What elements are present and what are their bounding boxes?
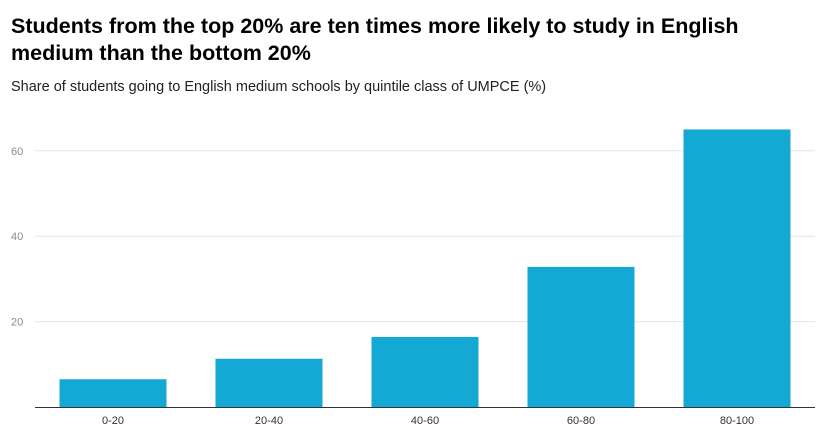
bar-80-100 bbox=[683, 129, 791, 407]
chart-subtitle: Share of students going to English mediu… bbox=[11, 79, 547, 95]
y-tick-label-60: 60 bbox=[11, 146, 23, 158]
bar-20-40 bbox=[215, 358, 323, 407]
chart-title: Students from the top 20% are ten times … bbox=[11, 14, 739, 65]
x-tick-label-0-20: 0-20 bbox=[102, 415, 124, 427]
bars bbox=[59, 129, 791, 407]
bar-60-80 bbox=[527, 266, 635, 407]
bar-0-20 bbox=[59, 379, 167, 407]
bar-40-60 bbox=[371, 336, 479, 407]
y-tick-label-40: 40 bbox=[11, 231, 23, 243]
x-tick-label-80-100: 80-100 bbox=[720, 415, 754, 427]
y-axis-ticks: 20 40 60 bbox=[11, 146, 23, 329]
x-tick-label-20-40: 20-40 bbox=[255, 415, 283, 427]
x-axis-ticks: 0-20 20-40 40-60 60-80 80-100 bbox=[102, 415, 754, 427]
x-tick-label-40-60: 40-60 bbox=[411, 415, 439, 427]
x-tick-label-60-80: 60-80 bbox=[567, 415, 595, 427]
y-tick-label-20: 20 bbox=[11, 317, 23, 329]
